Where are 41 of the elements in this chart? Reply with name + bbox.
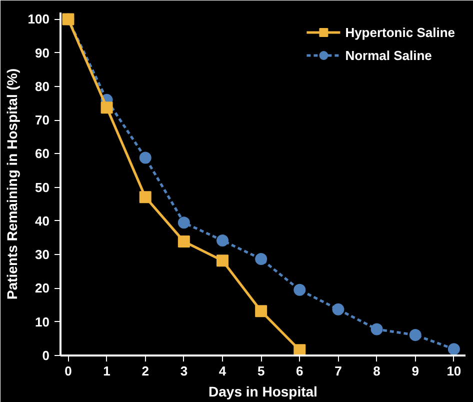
x-tick-label: 7 (334, 364, 342, 378)
y-tick-label: 30 (35, 247, 50, 262)
legend-label: Normal Saline (345, 48, 432, 62)
point (216, 234, 228, 246)
y-tick-label: 70 (35, 112, 50, 128)
x-tick-label: 3 (180, 364, 188, 378)
point (178, 236, 190, 248)
point (448, 343, 460, 356)
x-tick-label: 6 (296, 364, 304, 378)
point (139, 152, 152, 164)
legend-label: Hypertonic Saline (345, 24, 455, 40)
point (294, 284, 306, 296)
point (255, 305, 268, 318)
y-tick-label: 80 (35, 78, 50, 94)
point (178, 216, 190, 229)
x-tick-label: 10 (446, 364, 462, 378)
y-tick-label: 0 (42, 348, 50, 363)
point (409, 329, 422, 341)
x-axis-title: Days in Hospital (208, 384, 318, 400)
y-tick-label: 10 (35, 314, 50, 330)
y-tick-label: 40 (35, 213, 50, 228)
point (255, 253, 268, 265)
point (332, 303, 344, 316)
x-tick-label: 9 (412, 364, 419, 378)
point (139, 191, 152, 204)
y-axis-title: Patients Remaining in Hospital (%) (4, 68, 20, 300)
x-tick-label: 1 (103, 364, 110, 378)
x-tick-label: 0 (64, 364, 72, 378)
point (370, 323, 383, 336)
point (216, 254, 228, 267)
y-tick-label: 100 (28, 12, 50, 27)
y-tick-label: 60 (35, 146, 50, 162)
y-tick-label: 20 (35, 280, 50, 296)
point (294, 344, 306, 356)
y-tick-label: 50 (35, 180, 50, 195)
point (100, 102, 113, 114)
y-tick-label: 90 (35, 45, 50, 60)
x-tick-label: 8 (373, 364, 380, 378)
x-tick-label: 2 (142, 364, 149, 378)
x-tick-label: 5 (257, 364, 265, 378)
x-tick-label: 4 (218, 364, 227, 378)
